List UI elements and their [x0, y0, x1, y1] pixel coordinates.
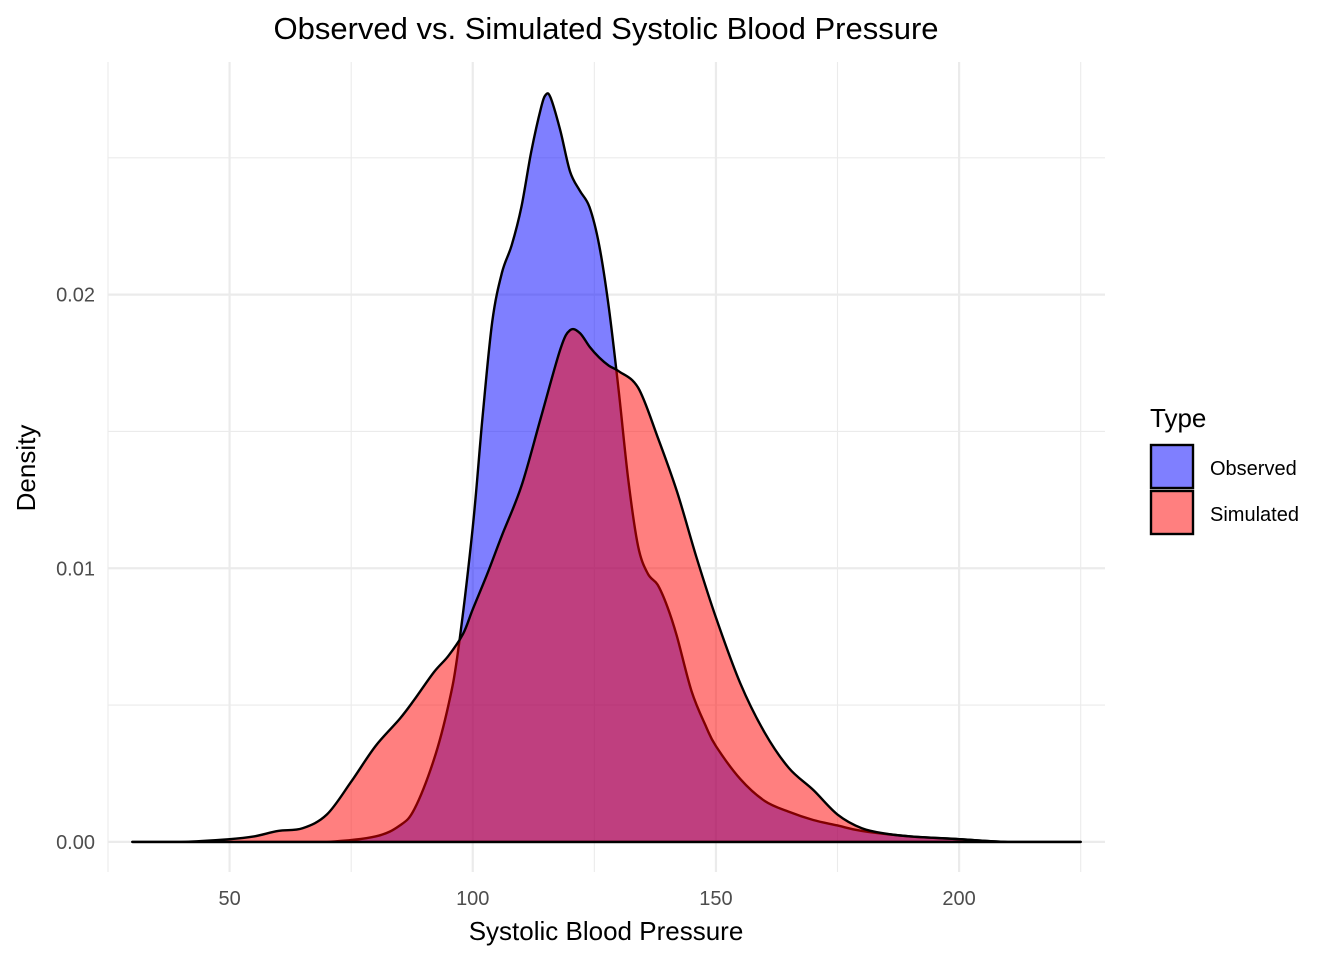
x-tick-label: 50 — [218, 888, 240, 910]
legend-items: Observed Simulated — [1149, 443, 1299, 536]
legend-title: Type — [1150, 403, 1206, 433]
chart-title: Observed vs. Simulated Systolic Blood Pr… — [273, 11, 938, 46]
legend-label-simulated: Simulated — [1210, 504, 1299, 526]
x-axis-title: Systolic Blood Pressure — [469, 916, 744, 946]
x-tick-label: 150 — [699, 888, 732, 910]
y-tick-label: 0.00 — [56, 832, 95, 854]
x-tick-label: 200 — [942, 888, 975, 910]
legend-key-observed — [1149, 443, 1195, 490]
x-axis-ticks: 50 100 150 200 — [218, 888, 975, 910]
legend: Type Observed Simulated — [1149, 403, 1299, 536]
y-axis-title: Density — [11, 425, 41, 512]
legend-key-simulated — [1149, 489, 1195, 536]
y-tick-label: 0.01 — [56, 558, 95, 580]
simulated-density-area — [131, 327, 1082, 844]
y-tick-label: 0.02 — [56, 285, 95, 307]
legend-label-observed: Observed — [1210, 458, 1297, 480]
x-tick-label: 100 — [456, 888, 489, 910]
density-areas — [131, 92, 1082, 844]
y-axis-ticks: 0.00 0.01 0.02 — [56, 285, 95, 854]
